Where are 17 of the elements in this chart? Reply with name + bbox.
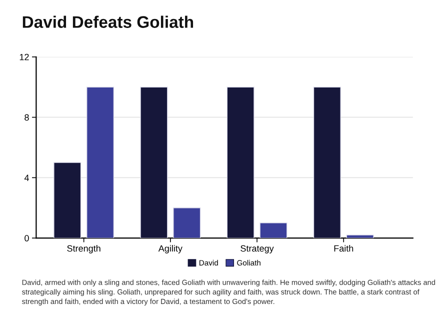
y-tick-label: 4 bbox=[24, 174, 29, 181]
y-tick-label: 0 bbox=[24, 235, 29, 242]
chart-title: David Defeats Goliath bbox=[22, 16, 194, 28]
bar bbox=[54, 162, 82, 238]
bar bbox=[346, 234, 374, 238]
y-tick-label: 8 bbox=[24, 114, 29, 121]
x-tick-label: Faith bbox=[334, 245, 354, 252]
bar bbox=[226, 86, 254, 238]
x-tick-label: Agility bbox=[158, 245, 182, 254]
bar bbox=[86, 86, 114, 238]
x-tick-label: Strategy bbox=[240, 245, 274, 254]
x-tick-label: Strength bbox=[67, 245, 100, 254]
bar bbox=[140, 86, 168, 238]
bar bbox=[260, 222, 288, 238]
bar bbox=[173, 208, 201, 238]
y-tick-label: 12 bbox=[20, 54, 29, 60]
bar bbox=[313, 86, 341, 238]
